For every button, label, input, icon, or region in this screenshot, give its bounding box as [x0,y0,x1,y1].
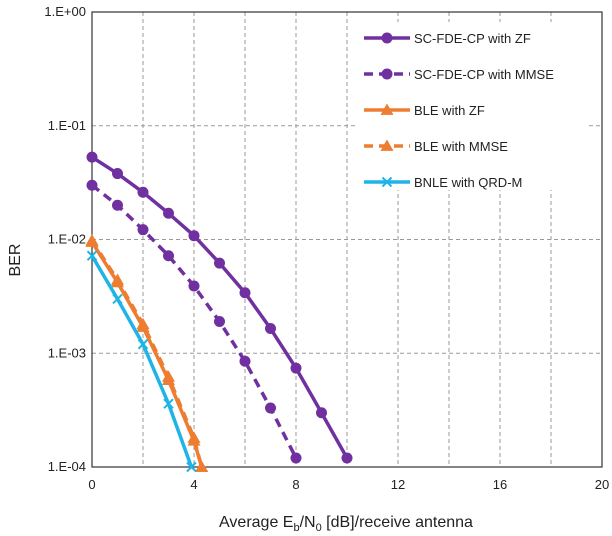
legend-item: BLE with MMSE [364,139,508,154]
legend-label: SC-FDE-CP with ZF [414,31,531,46]
series-5 [86,250,197,473]
legend-item: BNLE with QRD-M [364,175,522,190]
grid-lines [92,12,602,467]
series-4 [85,233,209,472]
data-point [316,407,327,419]
data-point [137,339,149,350]
legend-marker [381,32,393,44]
series-layer [85,151,353,473]
legend-marker [380,139,394,151]
data-point [111,273,124,285]
data-point [112,168,123,180]
data-point [112,293,123,305]
y-axis-label: BER [7,244,24,277]
data-point [265,402,276,414]
data-point [214,257,225,269]
data-point [136,317,150,330]
data-point [85,233,99,246]
x-axis-label-part: /N [300,514,316,531]
x-tick-label: 8 [292,477,299,492]
legend-background [356,22,588,190]
x-axis-label-subscript-0: 0 [316,522,322,534]
legend-marker [381,68,393,80]
data-point [137,224,149,236]
data-point [214,316,225,328]
legend-item: BLE with ZF [364,103,485,118]
data-point [86,179,98,191]
data-point [86,250,98,261]
x-axis-label-part: [dB]/receive antenna [322,514,473,531]
data-point [163,398,174,409]
legend: SC-FDE-CP with ZF SC-FDE-CP with MMSE BLE … [356,22,588,190]
data-point [137,186,149,198]
data-point [239,287,251,299]
x-tick-label: 20 [595,477,609,492]
data-point [163,207,174,219]
data-point [162,370,175,382]
y-tick-label: 1.E-04 [48,459,86,474]
data-point [290,452,302,464]
data-point [188,230,200,242]
data-point [187,431,201,443]
y-tick-label: 1.E-03 [48,345,86,360]
x-tick-label: 0 [88,477,95,492]
legend-label: BLE with ZF [414,103,485,118]
x-axis-label-subscript-b: b [293,522,299,534]
x-tick-label: 4 [190,477,197,492]
x-tick-label: 12 [391,477,405,492]
legend-marker [380,103,394,115]
legend-label: BNLE with QRD-M [414,175,522,190]
data-point [239,355,251,367]
legend-label: SC-FDE-CP with MMSE [414,67,554,82]
legend-item: SC-FDE-CP with ZF [364,31,531,46]
x-axis-ticks: 0 4 8 12 16 20 [88,477,609,492]
data-point [86,151,98,163]
y-tick-label: 1.E-02 [48,232,86,247]
y-tick-label: 1.E-01 [48,118,86,133]
data-point [341,452,353,464]
x-axis-label-part: Average E [219,514,293,531]
data-point [265,323,276,335]
series-1 [86,151,353,464]
data-point [186,461,197,473]
legend-item: SC-FDE-CP with MMSE [364,67,554,82]
series-2 [86,179,302,464]
data-point [195,460,209,472]
data-point [112,199,123,211]
y-tick-label: 1.E+00 [44,4,86,19]
legend-marker [381,176,393,188]
data-point [163,250,174,262]
y-axis-ticks: 1.E+00 1.E-01 1.E-02 1.E-03 1.E-04 [44,4,86,474]
x-tick-label: 16 [493,477,507,492]
legend-label: BLE with MMSE [414,139,508,154]
data-point [188,280,200,292]
x-axis-label: Average Eb/N0 [dB]/receive antenna [219,514,473,534]
data-point [290,362,302,374]
